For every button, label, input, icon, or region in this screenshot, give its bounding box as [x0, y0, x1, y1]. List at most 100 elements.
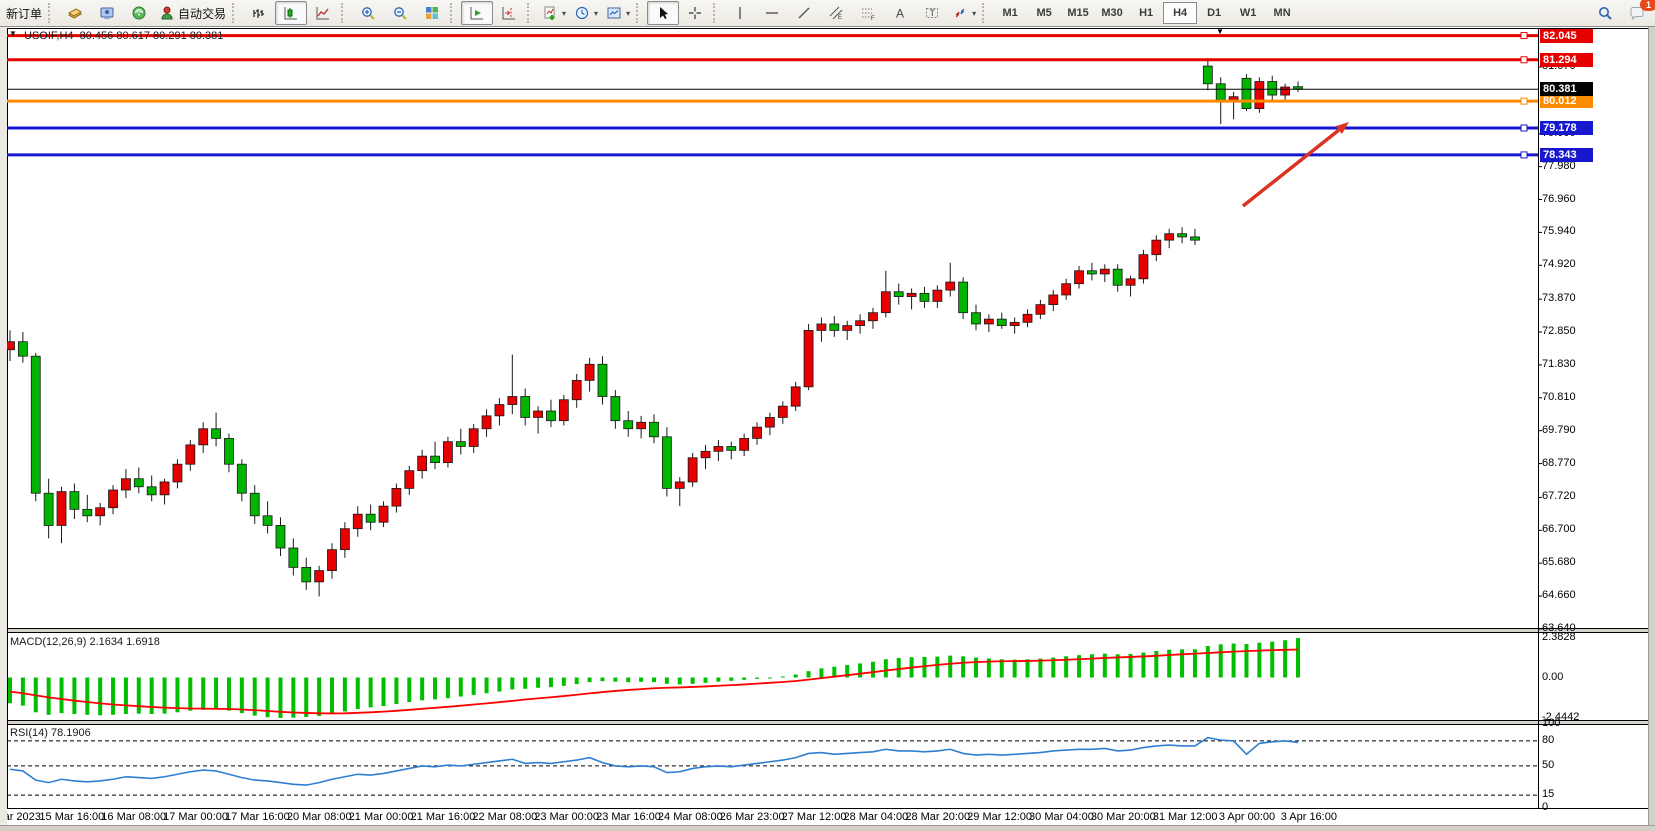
toolbar-separator [527, 3, 536, 23]
price-line-badge: 79.178 [1540, 121, 1593, 135]
price-line-badge: 78.343 [1540, 147, 1593, 162]
date-axis-label: 21 Mar 16:00 [410, 811, 476, 823]
notifications-button[interactable]: 1 [1621, 0, 1655, 25]
timeframe-m15-button[interactable]: M15 [1067, 7, 1089, 19]
bar-chart-mode-button[interactable] [243, 1, 275, 25]
chart-collapse-icon[interactable]: ▼ [9, 29, 17, 38]
tile-windows-button[interactable] [416, 1, 448, 25]
arrows-icon [952, 5, 968, 21]
timeframe-h4-button[interactable]: H4 [1163, 2, 1198, 24]
chart-title: USOIF,H4 80.456 80.617 80.291 80.381 [24, 30, 223, 42]
price-tick-label: 66.700 [1542, 523, 1576, 536]
date-axis-label: 27 Mar 12:00 [781, 811, 847, 823]
zoom-in-icon [360, 5, 376, 21]
template-icon [606, 5, 622, 21]
chart-shift-button[interactable] [493, 1, 525, 25]
rsi-line [9, 736, 1299, 786]
date-axis-label: 17 Mar 00:00 [163, 811, 228, 823]
candle-chart-mode-button[interactable] [275, 1, 308, 25]
toolbar-separator [232, 3, 241, 23]
auto-scroll-button[interactable] [461, 1, 494, 25]
period-separator-icon: ▼ [1216, 27, 1224, 36]
price-tick-label: 75.940 [1542, 225, 1576, 238]
equidistant-channel-button[interactable]: E [820, 1, 852, 25]
horizontal-price-lines[interactable] [7, 32, 1538, 159]
date-axis-label: 29 Mar 12:00 [967, 811, 1033, 823]
bars-icon [251, 5, 267, 21]
price-tick-label: 72.850 [1542, 325, 1576, 338]
toolbar-separator [713, 3, 722, 23]
timeframe-d1-button[interactable]: D1 [1207, 7, 1222, 19]
candlestick-series [5, 65, 1303, 583]
toolbar-separator [982, 3, 991, 23]
auto-trading-button[interactable]: 自动交易 [155, 1, 230, 25]
price-line-badge: 80.012 [1540, 94, 1593, 109]
timeframe-mn-button[interactable]: MN [1273, 7, 1291, 19]
trendline-icon [796, 5, 812, 21]
date-axis-label: 26 Mar 23:00 [719, 811, 785, 823]
chevron-down-icon: ▾ [562, 8, 567, 18]
templates-button[interactable]: ▾ [602, 1, 634, 25]
rsi-label: RSI(14) 78.1906 [10, 727, 91, 739]
date-axis-label: 24 Mar 08:00 [657, 811, 723, 823]
search-button[interactable] [1589, 1, 1621, 25]
cursor-icon [655, 5, 671, 21]
vline-icon [732, 5, 748, 21]
toolbar-separator [450, 3, 459, 23]
chevron-down-icon: ▾ [972, 8, 977, 18]
clock-icon [574, 5, 590, 21]
date-axis-label: 28 Mar 20:00 [905, 811, 971, 823]
periods-button[interactable]: ▾ [570, 1, 602, 25]
market-watch-button[interactable] [59, 1, 91, 25]
toolbar-separator [636, 3, 645, 23]
zoom-in-button[interactable] [352, 1, 384, 25]
text-label-button[interactable]: T [916, 1, 948, 25]
auto-scroll-icon [469, 5, 485, 21]
timeframe-m1-button[interactable]: M1 [1002, 7, 1018, 19]
date-axis-label: 3 Apr 16:00 [1280, 811, 1337, 823]
horizontal-line-button[interactable] [756, 1, 788, 25]
price-tick-label: 77.980 [1542, 159, 1576, 172]
cursor-button[interactable] [647, 1, 680, 25]
hline-handle[interactable] [1520, 151, 1528, 159]
autotrading-icon [159, 5, 175, 21]
svg-text:T: T [930, 8, 936, 18]
macd-signal-line [9, 648, 1299, 715]
hline-handle[interactable] [1520, 97, 1528, 105]
timeframe-w1-button[interactable]: W1 [1239, 7, 1257, 19]
indicators-list-button[interactable]: ▾ [538, 1, 570, 25]
vertical-line-button[interactable] [724, 1, 756, 25]
fibonacci-retracement-button[interactable]: F [852, 1, 884, 25]
zoom-out-button[interactable] [384, 1, 416, 25]
date-axis-label: 15 Mar 16:00 [39, 811, 105, 823]
hline-handle[interactable] [1520, 32, 1528, 40]
navigator-button[interactable] [91, 1, 123, 25]
toolbar-separator [341, 3, 350, 23]
indicators-icon [542, 5, 558, 21]
new-order-button[interactable]: 新订单 [2, 1, 46, 25]
timeframe-m30-button[interactable]: M30 [1101, 7, 1123, 19]
trendline-button[interactable] [788, 1, 820, 25]
timeframe-h1-button[interactable]: H1 [1139, 7, 1154, 19]
date-axis-label: 15 Mar 2023 [0, 811, 41, 823]
window-left-frame [0, 27, 7, 826]
channel-icon: E [828, 5, 844, 21]
signals-button[interactable] [123, 1, 155, 25]
rsi-tick-label: 50 [1542, 758, 1555, 771]
price-tick-label: 69.790 [1542, 423, 1576, 436]
line-chart-mode-button[interactable] [307, 1, 339, 25]
navigator-icon [99, 5, 115, 21]
window-bottom-frame [0, 825, 1655, 831]
text-button[interactable]: A [884, 1, 916, 25]
hline-handle[interactable] [1520, 56, 1528, 64]
date-axis-label: 31 Mar 12:00 [1152, 811, 1218, 823]
crosshair-button[interactable] [679, 1, 711, 25]
timeframe-m5-button[interactable]: M5 [1036, 7, 1052, 19]
price-tick-label: 65.680 [1542, 556, 1576, 569]
hline-handle[interactable] [1520, 124, 1528, 132]
arrow-objects-button[interactable]: ▾ [948, 1, 980, 25]
price-tick-label: 70.810 [1542, 390, 1576, 403]
annotation-arrow[interactable] [1241, 122, 1349, 208]
svg-text:A: A [896, 7, 904, 21]
